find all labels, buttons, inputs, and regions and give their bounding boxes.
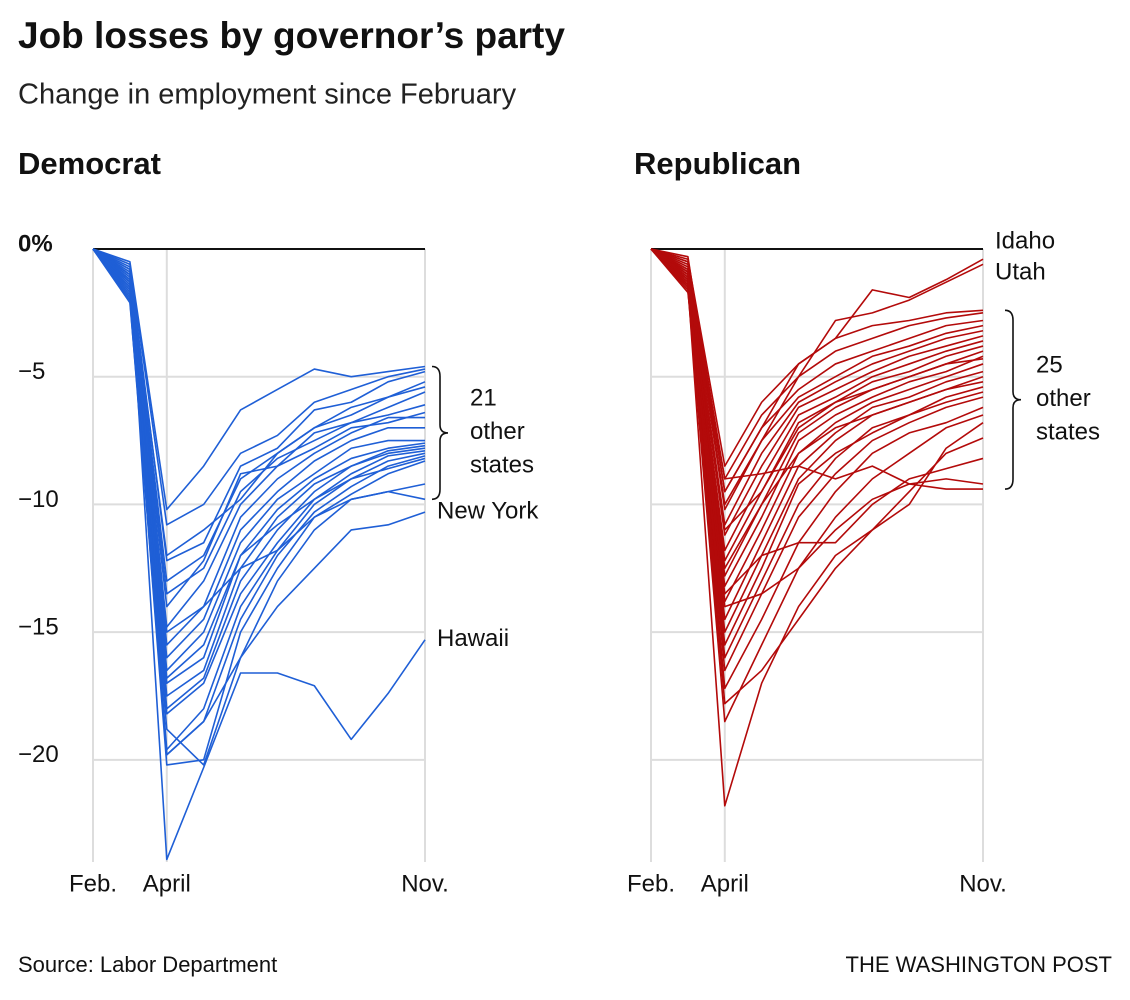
bracket: [431, 365, 449, 501]
series-line: [92, 248, 426, 715]
y-tick-label: −15: [18, 613, 59, 640]
series-line: [92, 248, 425, 659]
series-line: [92, 248, 426, 557]
series-line: [92, 248, 426, 526]
y-tick-label: −10: [18, 486, 59, 513]
bracket: [1004, 309, 1022, 490]
annotation: 25: [1036, 352, 1063, 379]
source: Source: Labor Department: [18, 952, 277, 977]
x-tick-label: April: [701, 870, 749, 897]
x-tick-label: Nov.: [401, 870, 449, 897]
series-line: [650, 248, 984, 659]
series-line: [650, 248, 984, 807]
annotation: other: [470, 418, 525, 445]
series-label: New York: [437, 497, 539, 524]
series-line: [92, 248, 426, 861]
series-line: [650, 248, 984, 608]
series-line: [92, 248, 426, 633]
annotation: 21: [470, 385, 497, 412]
series-line: [650, 248, 984, 480]
series-line: [92, 248, 426, 679]
series-label: Idaho: [995, 228, 1055, 255]
series-line: [92, 248, 426, 766]
y-tick-label: 0%: [18, 230, 53, 257]
annotation: states: [1036, 419, 1100, 446]
series-line: [650, 248, 984, 511]
x-tick-label: Feb.: [627, 870, 675, 897]
panel-title: Democrat: [18, 146, 161, 181]
series-line: [92, 248, 426, 582]
series-label: Utah: [995, 259, 1046, 286]
series-line: [650, 248, 984, 467]
panel-title: Republican: [634, 146, 801, 181]
y-tick-label: −20: [18, 741, 59, 768]
series-label: Hawaii: [437, 625, 509, 652]
x-tick-label: Nov.: [959, 870, 1007, 897]
chart-subtitle: Change in employment since February: [18, 79, 517, 111]
series-line: [650, 248, 984, 552]
x-tick-label: Feb.: [69, 870, 117, 897]
series-line: [92, 248, 426, 756]
series-line: [650, 248, 984, 595]
credit: THE WASHINGTON POST: [846, 952, 1112, 977]
series-line: [92, 248, 426, 751]
annotation: states: [470, 452, 534, 479]
series-line: [650, 248, 983, 490]
series-line: [650, 248, 984, 531]
chart-title: Job losses by governor’s party: [18, 15, 565, 56]
series-line: [92, 248, 426, 756]
y-tick-label: −5: [18, 358, 45, 385]
series-line: [650, 248, 984, 690]
series-line: [92, 248, 426, 511]
series-line: [650, 248, 984, 705]
series-line: [92, 248, 426, 766]
x-tick-label: April: [143, 870, 191, 897]
annotation: other: [1036, 385, 1091, 412]
series-line: [650, 248, 984, 646]
series-line: [650, 248, 984, 570]
